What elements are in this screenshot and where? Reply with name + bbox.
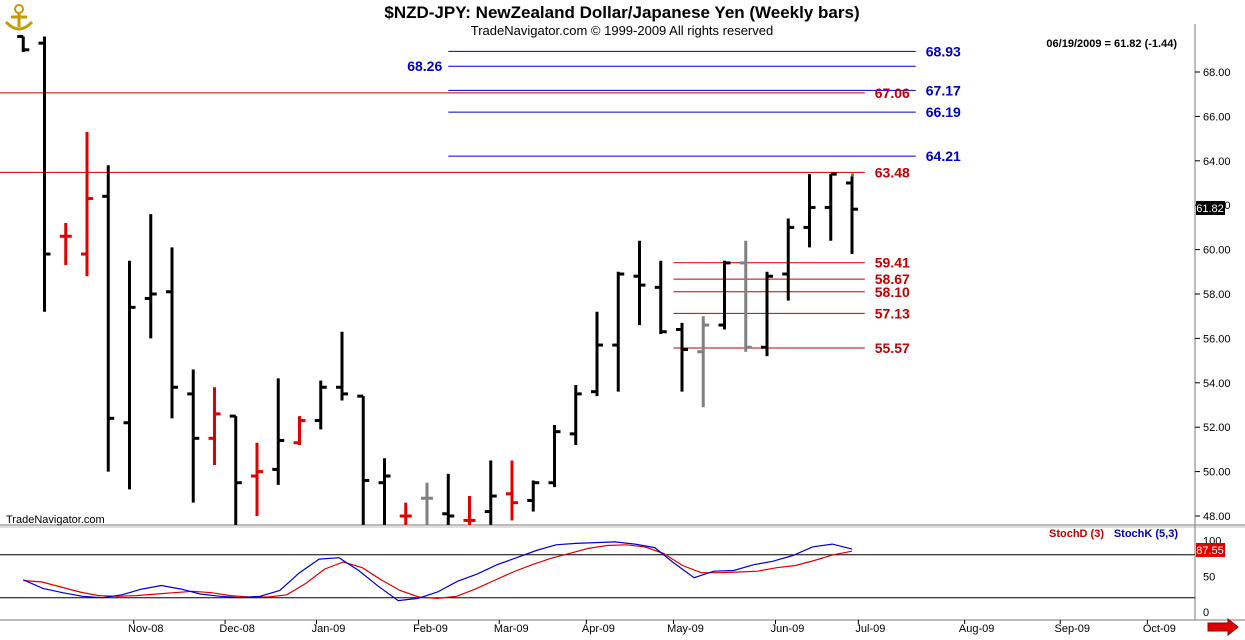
ohlc-bar — [846, 176, 858, 255]
month-label: Jan-09 — [312, 623, 346, 635]
ohlc-bar — [676, 322, 688, 392]
level-label: 63.48 — [875, 164, 910, 180]
level-label: 67.17 — [926, 82, 961, 98]
watermark-text: TradeNavigator.com — [6, 514, 105, 526]
price-tick-label: 60.00 — [1203, 245, 1231, 257]
price-tick-label: 58.00 — [1203, 289, 1231, 301]
ohlc-bar — [739, 240, 752, 352]
ohlc-bar — [803, 174, 816, 248]
ohlc-bar — [399, 502, 412, 525]
ohlc-bar — [484, 460, 497, 525]
level-label: 66.19 — [926, 104, 961, 120]
last-price-label: 61.82 — [1196, 203, 1224, 215]
ohlc-bar — [187, 369, 200, 503]
price-tick-label: 68.00 — [1203, 67, 1231, 79]
level-label: 58.67 — [875, 271, 910, 287]
ohlc-bar — [569, 385, 582, 445]
month-label: Oct-09 — [1143, 623, 1176, 635]
price-tick-label: 52.00 — [1203, 422, 1231, 434]
month-label: Nov-08 — [128, 623, 163, 635]
stochastic-pane — [0, 541, 1195, 602]
last-stoch-marker: 87.55 — [1196, 543, 1225, 557]
scroll-right-arrow-icon[interactable] — [1207, 617, 1239, 637]
ohlc-bars — [17, 34, 858, 525]
ohlc-bar — [591, 311, 603, 397]
stochd-line — [23, 544, 853, 600]
ohlc-bar — [421, 482, 433, 525]
ohlc-bar — [697, 316, 710, 408]
month-label: Aug-09 — [959, 623, 994, 635]
ohlc-bar — [761, 271, 773, 357]
ohlc-bar — [718, 260, 731, 330]
ohlc-bar — [38, 36, 51, 312]
ohlc-bar — [251, 442, 263, 516]
price-tick-label: 66.00 — [1203, 111, 1231, 123]
stoch-tick-label: 0 — [1203, 607, 1209, 619]
stoch-tick-label: 50 — [1203, 571, 1215, 583]
ohlc-bar — [612, 271, 625, 392]
last-price-marker: 61.82 — [1196, 201, 1225, 215]
level-label: 68.26 — [407, 58, 442, 74]
last-bar-highlight — [851, 173, 854, 177]
price-tick-label: 50.00 — [1203, 467, 1231, 479]
ohlc-bar — [208, 387, 221, 465]
ohlc-bar — [314, 380, 327, 430]
price-levels: 68.93 68.26 67.17 67.06 66.19 64.21 63.48 59.41… — [0, 43, 961, 356]
month-label: Jul-09 — [855, 623, 885, 635]
ohlc-bar — [527, 480, 540, 512]
ohlc-bar — [229, 414, 242, 525]
legend-stochk: StochK (5,3) — [1114, 528, 1179, 540]
ohlc-bar — [166, 247, 178, 419]
time-axis-labels: Nov-08 Dec-08 Jan-09 Feb-09 Mar-09 Apr-09 May-… — [128, 620, 1176, 635]
ohlc-bar — [463, 496, 476, 525]
ohlc-bar — [144, 214, 157, 339]
ohlc-bar — [782, 218, 795, 301]
month-label: Apr-09 — [582, 623, 615, 635]
ohlc-bar — [293, 416, 306, 445]
ohlc-bar — [102, 165, 115, 472]
level-label: 59.41 — [875, 255, 910, 271]
month-label: Jun-09 — [771, 623, 805, 635]
level-label: 55.57 — [875, 340, 910, 356]
ohlc-bar — [506, 460, 518, 521]
month-label: Feb-09 — [413, 623, 448, 635]
level-label: 58.10 — [875, 284, 910, 300]
ohlc-bar — [548, 424, 561, 488]
last-price-status: 06/19/2009 = 61.82 (-1.44) — [1046, 38, 1177, 50]
level-label: 68.93 — [926, 43, 961, 59]
ohlc-bar — [59, 222, 72, 266]
ohlc-bar — [357, 394, 370, 525]
legend-stochd: StochD (3) — [1049, 528, 1104, 540]
ohlc-bar — [17, 34, 30, 53]
ohlc-bar — [81, 131, 93, 277]
level-label: 67.06 — [875, 85, 910, 101]
level-label: 57.13 — [875, 305, 910, 321]
month-label: May-09 — [667, 623, 704, 635]
ohlc-bar — [654, 260, 667, 334]
stochk-line — [23, 541, 853, 602]
chart-title: $NZD-JPY: NewZealand Dollar/Japanese Yen… — [384, 3, 859, 22]
price-tick-label: 48.00 — [1203, 511, 1231, 523]
price-tick-label: 56.00 — [1203, 333, 1231, 345]
month-label: Dec-08 — [219, 623, 254, 635]
last-stoch-label: 87.55 — [1196, 545, 1224, 557]
ohlc-bar — [123, 260, 136, 490]
ohlc-bar — [272, 378, 285, 485]
price-tick-label: 54.00 — [1203, 378, 1231, 390]
anchor-logo-icon — [4, 4, 34, 31]
copyright-text: TradeNavigator.com © 1999-2009 All right… — [471, 23, 773, 38]
month-label: Sep-09 — [1055, 623, 1090, 635]
level-label: 64.21 — [926, 148, 961, 164]
ohlc-bar — [378, 458, 391, 525]
ohlc-bar — [442, 473, 455, 525]
ohlc-bar — [824, 172, 837, 241]
price-tick-label: 64.00 — [1203, 156, 1231, 168]
ohlc-bar — [633, 240, 646, 326]
month-label: Mar-09 — [494, 623, 529, 635]
ohlc-bar — [336, 331, 348, 401]
